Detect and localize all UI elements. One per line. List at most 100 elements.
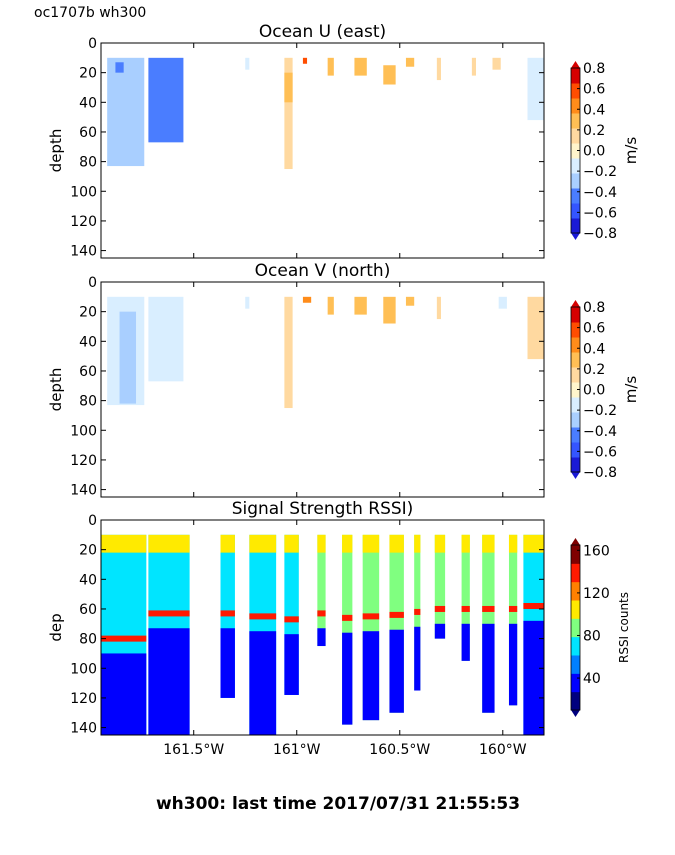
data-cell — [342, 632, 353, 725]
y-axis-label: depth — [47, 129, 65, 173]
colorbar-segment — [571, 457, 580, 473]
colorbar-segment — [571, 618, 580, 638]
y-tick-label: 140 — [70, 244, 97, 260]
x-tick-label: 160°W — [479, 742, 527, 758]
data-cell — [434, 534, 446, 639]
x-tick-label: 160.5°W — [369, 742, 430, 758]
axes-frame — [100, 519, 545, 736]
colorbar-extend-top — [571, 538, 580, 545]
colorbar-tick-label: 0.0 — [583, 383, 605, 399]
y-tick-label: 40 — [79, 572, 97, 588]
data-cell — [342, 534, 353, 553]
colorbar-tick-label: −0.8 — [583, 226, 617, 242]
colorbar-tick-label: 120 — [583, 586, 610, 602]
colorbar-tick-label: −0.2 — [583, 164, 617, 180]
colorbar-segment — [571, 322, 580, 338]
colorbar-label: m/s — [622, 137, 640, 165]
y-tick-label: 80 — [79, 394, 97, 410]
data-cell — [101, 534, 147, 553]
colorbar: 160 120 80 40 RSSI counts — [570, 538, 631, 717]
data-cell — [284, 534, 299, 553]
colorbar-segment — [571, 581, 580, 601]
panel-2: Ocean V (north) 0 20 40 60 80 100 120 140 depth 0.… — [47, 261, 640, 499]
colorbar-segment — [571, 68, 580, 84]
data-cell — [302, 57, 308, 64]
colorbar-tick-label: 0.2 — [583, 362, 605, 378]
colorbar-segment — [571, 545, 580, 564]
colorbar-segment — [571, 83, 580, 99]
data-cell — [284, 616, 299, 623]
plot-area — [101, 534, 544, 735]
data-cell — [284, 57, 293, 170]
y-tick-label: 120 — [70, 453, 97, 469]
axes-frame — [100, 281, 545, 498]
data-cell — [461, 534, 470, 661]
y-tick-label: 80 — [79, 632, 97, 648]
data-cell — [492, 57, 501, 70]
colorbar: 0.8 0.6 0.4 0.2 0.0 −0.2 −0.4 −0.6 −0.8 m/s — [570, 300, 640, 481]
data-cell — [220, 534, 235, 553]
colorbar-segment — [571, 691, 580, 711]
data-cell — [220, 628, 235, 698]
data-cell — [342, 614, 353, 621]
y-tick-label: 40 — [79, 95, 97, 111]
data-cell — [389, 534, 404, 553]
colorbar-segment — [571, 412, 580, 428]
panel-1: Ocean U (east) 0 20 40 60 80 100 120 140 depth 0.8… — [47, 22, 640, 260]
y-tick-label: 20 — [79, 543, 97, 559]
data-cell — [461, 534, 470, 553]
y-tick-label: 100 — [70, 184, 97, 200]
colorbar-tick-label: −0.6 — [583, 444, 617, 460]
y-tick-label: 80 — [79, 155, 97, 171]
colorbar-tick-label: 0.2 — [583, 123, 605, 139]
data-cell — [508, 605, 518, 612]
data-cell — [148, 534, 190, 553]
y-tick-label: 20 — [79, 66, 97, 82]
colorbar-label: m/s — [622, 376, 640, 404]
data-cell — [508, 623, 518, 706]
data-cell — [383, 65, 396, 85]
footer-timestamp: wh300: last time 2017/07/31 21:55:53 — [156, 794, 520, 814]
y-tick-label: 140 — [70, 483, 97, 499]
y-tick-label: 60 — [79, 125, 97, 141]
data-cell — [414, 534, 421, 553]
y-tick-label: 0 — [88, 275, 97, 291]
data-cell — [362, 631, 380, 721]
colorbar-frame — [570, 544, 581, 711]
colorbar: 0.8 0.6 0.4 0.2 0.0 −0.2 −0.4 −0.6 −0.8 m/s — [570, 61, 640, 242]
data-cell — [317, 628, 326, 647]
y-tick-label: 40 — [79, 334, 97, 350]
data-cell — [327, 57, 334, 76]
y-tick-label: 0 — [88, 36, 97, 52]
colorbar-extend-bottom — [571, 233, 580, 240]
data-cell — [220, 610, 235, 617]
colorbar-tick-label: 40 — [583, 671, 601, 687]
colorbar-segment — [571, 600, 580, 619]
y-tick-label: 60 — [79, 602, 97, 618]
colorbar-tick-label: 0.6 — [583, 82, 605, 98]
colorbar-tick-label: −0.4 — [583, 424, 617, 440]
data-cell — [436, 57, 441, 81]
data-cell — [523, 603, 544, 609]
data-cell — [148, 628, 190, 735]
data-cell — [317, 534, 326, 647]
data-cell — [527, 296, 544, 360]
data-cell — [527, 57, 544, 121]
data-cell — [434, 623, 446, 639]
data-cell — [107, 57, 145, 167]
data-cell — [284, 296, 293, 409]
panel-title: Ocean U (east) — [259, 22, 386, 42]
colorbar-segment — [571, 563, 580, 583]
data-cell — [354, 57, 367, 76]
data-cell — [362, 613, 380, 620]
data-cell — [115, 62, 124, 73]
data-cell — [461, 623, 470, 661]
data-cell — [508, 534, 518, 706]
colorbar-tick-label: 80 — [583, 628, 601, 644]
colorbar-segment — [571, 382, 580, 398]
y-tick-label: 120 — [70, 214, 97, 230]
colorbar-tick-label: 0.4 — [583, 102, 605, 118]
axes-frame — [100, 42, 545, 259]
colorbar-segment — [571, 655, 580, 674]
